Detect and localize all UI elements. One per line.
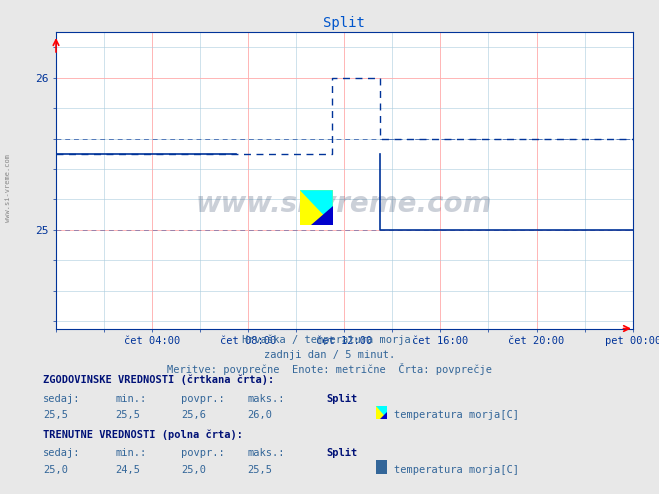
- Polygon shape: [300, 190, 333, 225]
- Text: sedaj:: sedaj:: [43, 449, 80, 458]
- Title: Split: Split: [324, 15, 365, 30]
- Text: 26,0: 26,0: [247, 410, 272, 420]
- Text: 25,0: 25,0: [43, 465, 68, 475]
- Text: 25,5: 25,5: [115, 410, 140, 420]
- Text: www.si-vreme.com: www.si-vreme.com: [5, 154, 11, 222]
- Text: min.:: min.:: [115, 394, 146, 404]
- Text: 25,5: 25,5: [43, 410, 68, 420]
- Text: 24,5: 24,5: [115, 465, 140, 475]
- Text: Split: Split: [326, 394, 357, 404]
- Text: maks.:: maks.:: [247, 394, 285, 404]
- Text: temperatura morja[C]: temperatura morja[C]: [394, 410, 519, 420]
- Text: 25,5: 25,5: [247, 465, 272, 475]
- Text: 25,0: 25,0: [181, 465, 206, 475]
- Text: min.:: min.:: [115, 449, 146, 458]
- Text: Split: Split: [326, 449, 357, 458]
- Text: Meritve: povprečne  Enote: metrične  Črta: povprečje: Meritve: povprečne Enote: metrične Črta:…: [167, 363, 492, 375]
- Polygon shape: [312, 206, 333, 225]
- Text: temperatura morja[C]: temperatura morja[C]: [394, 465, 519, 475]
- Polygon shape: [376, 406, 387, 419]
- Text: povpr.:: povpr.:: [181, 449, 225, 458]
- Polygon shape: [380, 412, 387, 419]
- Text: Hrvaška / temperatura morja.: Hrvaška / temperatura morja.: [242, 335, 417, 345]
- Text: povpr.:: povpr.:: [181, 394, 225, 404]
- Text: 25,6: 25,6: [181, 410, 206, 420]
- Text: TRENUTNE VREDNOSTI (polna črta):: TRENUTNE VREDNOSTI (polna črta):: [43, 429, 243, 440]
- Text: zadnji dan / 5 minut.: zadnji dan / 5 minut.: [264, 350, 395, 360]
- Text: sedaj:: sedaj:: [43, 394, 80, 404]
- Text: ZGODOVINSKE VREDNOSTI (črtkana črta):: ZGODOVINSKE VREDNOSTI (črtkana črta):: [43, 374, 274, 385]
- Text: www.si-vreme.com: www.si-vreme.com: [196, 190, 492, 218]
- Text: maks.:: maks.:: [247, 449, 285, 458]
